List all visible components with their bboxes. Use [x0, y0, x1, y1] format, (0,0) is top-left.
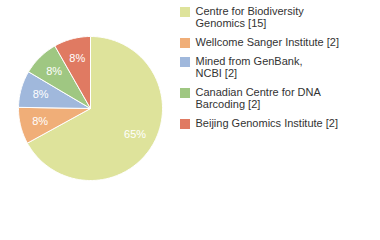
- svg-text:65%: 65%: [124, 128, 146, 140]
- svg-text:Beijing Genomics Institute [2]: Beijing Genomics Institute [2]: [196, 117, 338, 129]
- svg-text:Wellcome Sanger Institute [2]: Wellcome Sanger Institute [2]: [196, 36, 339, 48]
- svg-text:Mined from GenBank,NCBI [2]: Mined from GenBank,NCBI [2]: [196, 55, 303, 79]
- svg-text:8%: 8%: [32, 114, 48, 126]
- svg-text:8%: 8%: [46, 65, 62, 77]
- svg-text:8%: 8%: [69, 52, 85, 64]
- svg-text:Canadian Centre for DNABarcodi: Canadian Centre for DNABarcoding [2]: [196, 86, 322, 110]
- svg-text:8%: 8%: [33, 88, 49, 100]
- svg-text:Centre for BiodiversityGenomic: Centre for BiodiversityGenomics [15]: [196, 5, 305, 29]
